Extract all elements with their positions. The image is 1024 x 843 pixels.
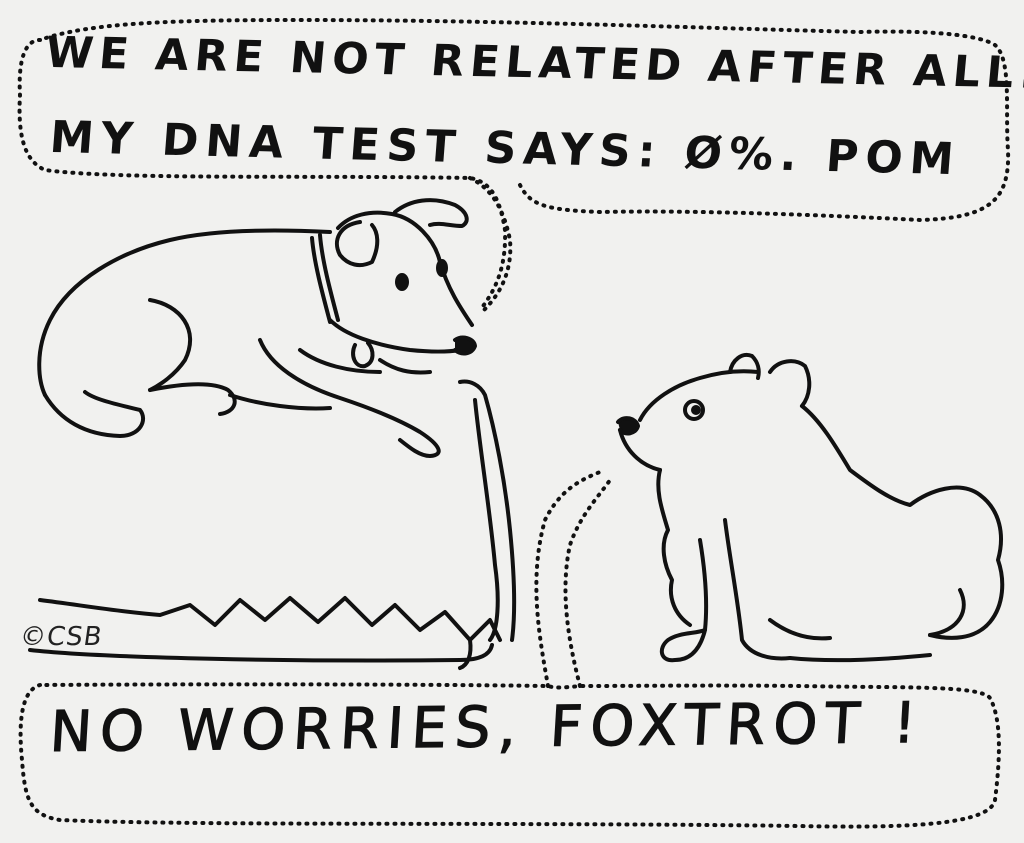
cushion [28, 379, 517, 670]
artist-signature: ©CSB [17, 622, 105, 652]
bottom-speech-bubble [18, 682, 1001, 829]
top-bubble-tail [468, 176, 513, 314]
bottom-bubble-tail [534, 470, 612, 688]
top-speech-bubble [17, 17, 1011, 312]
left-dog [37, 198, 477, 458]
bottom-speech-text: NO WORRIES, FOXTROT ! [48, 690, 927, 766]
pomeranian-dog [616, 353, 1005, 663]
